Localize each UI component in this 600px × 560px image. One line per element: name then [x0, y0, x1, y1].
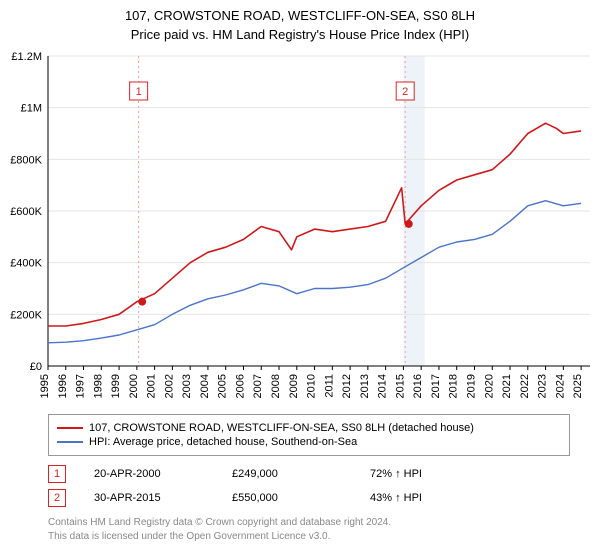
svg-text:£1M: £1M — [21, 103, 42, 115]
svg-text:2003: 2003 — [181, 374, 193, 398]
legend: 107, CROWSTONE ROAD, WESTCLIFF-ON-SEA, S… — [48, 414, 570, 456]
chart-title: 107, CROWSTONE ROAD, WESTCLIFF-ON-SEA, S… — [0, 8, 600, 23]
chart-svg: £0 £200K £400K £600K £800K £1M £1.2M 1995 1996 19… — [0, 46, 600, 406]
marker-price: £550,000 — [232, 492, 342, 504]
marker-date: 30-APR-2015 — [94, 492, 204, 504]
footer-line: Contains HM Land Registry data © Crown c… — [48, 516, 570, 530]
marker-price: £249,000 — [232, 468, 342, 480]
svg-text:2017: 2017 — [430, 374, 442, 398]
legend-swatch — [57, 427, 83, 429]
legend-item: HPI: Average price, detached house, Sout… — [57, 435, 561, 449]
svg-text:2024: 2024 — [554, 374, 566, 398]
svg-text:£400K: £400K — [10, 258, 42, 270]
svg-text:2: 2 — [402, 86, 408, 98]
svg-text:2015: 2015 — [394, 374, 406, 398]
markers-table: 1 20-APR-2000 £249,000 72% ↑ HPI 2 30-AP… — [48, 462, 570, 510]
title-block: 107, CROWSTONE ROAD, WESTCLIFF-ON-SEA, S… — [0, 0, 600, 46]
marker-delta: 43% ↑ HPI — [370, 492, 480, 504]
svg-text:£600K: £600K — [10, 206, 42, 218]
svg-text:1: 1 — [136, 86, 142, 98]
svg-text:2012: 2012 — [341, 374, 353, 398]
svg-text:2020: 2020 — [483, 374, 495, 398]
svg-text:1995: 1995 — [39, 374, 51, 398]
svg-text:£200K: £200K — [10, 309, 42, 321]
legend-label: 107, CROWSTONE ROAD, WESTCLIFF-ON-SEA, S… — [89, 422, 474, 434]
marker-date: 20-APR-2000 — [94, 468, 204, 480]
svg-text:2009: 2009 — [288, 374, 300, 398]
svg-text:1999: 1999 — [110, 374, 122, 398]
legend-swatch — [57, 441, 83, 443]
svg-text:2018: 2018 — [448, 374, 460, 398]
legend-item: 107, CROWSTONE ROAD, WESTCLIFF-ON-SEA, S… — [57, 421, 561, 435]
svg-text:2001: 2001 — [146, 374, 158, 398]
svg-text:2025: 2025 — [572, 374, 584, 398]
marker-delta: 72% ↑ HPI — [370, 468, 480, 480]
chart-subtitle: Price paid vs. HM Land Registry's House … — [0, 27, 600, 42]
svg-text:2011: 2011 — [323, 374, 335, 398]
chart-plot: £0 £200K £400K £600K £800K £1M £1.2M 1995 1996 19… — [0, 46, 600, 406]
footer: Contains HM Land Registry data © Crown c… — [48, 516, 570, 543]
svg-text:1997: 1997 — [75, 374, 87, 398]
svg-text:2007: 2007 — [252, 374, 264, 398]
marker-badge: 2 — [48, 489, 66, 507]
svg-text:1998: 1998 — [92, 374, 104, 398]
chart-container: 107, CROWSTONE ROAD, WESTCLIFF-ON-SEA, S… — [0, 0, 600, 543]
footer-line: This data is licensed under the Open Gov… — [48, 530, 570, 544]
svg-text:2023: 2023 — [537, 374, 549, 398]
svg-text:2010: 2010 — [306, 374, 318, 398]
svg-text:£0: £0 — [30, 361, 42, 373]
marker-row: 1 20-APR-2000 £249,000 72% ↑ HPI — [48, 462, 570, 486]
svg-text:2002: 2002 — [163, 374, 175, 398]
svg-text:2019: 2019 — [465, 374, 477, 398]
svg-text:2006: 2006 — [234, 374, 246, 398]
legend-label: HPI: Average price, detached house, Sout… — [89, 436, 357, 448]
svg-text:2013: 2013 — [359, 374, 371, 398]
marker-badge: 1 — [48, 465, 66, 483]
marker-row: 2 30-APR-2015 £550,000 43% ↑ HPI — [48, 486, 570, 510]
svg-text:£1.2M: £1.2M — [11, 51, 42, 63]
svg-text:2021: 2021 — [501, 374, 513, 398]
svg-text:2016: 2016 — [412, 374, 424, 398]
svg-text:2004: 2004 — [199, 374, 211, 398]
svg-text:2022: 2022 — [519, 374, 531, 398]
svg-text:2000: 2000 — [128, 374, 140, 398]
svg-text:1996: 1996 — [57, 374, 69, 398]
svg-text:£800K: £800K — [10, 154, 42, 166]
svg-text:2014: 2014 — [377, 374, 389, 398]
svg-text:2008: 2008 — [270, 374, 282, 398]
svg-text:2005: 2005 — [217, 374, 229, 398]
